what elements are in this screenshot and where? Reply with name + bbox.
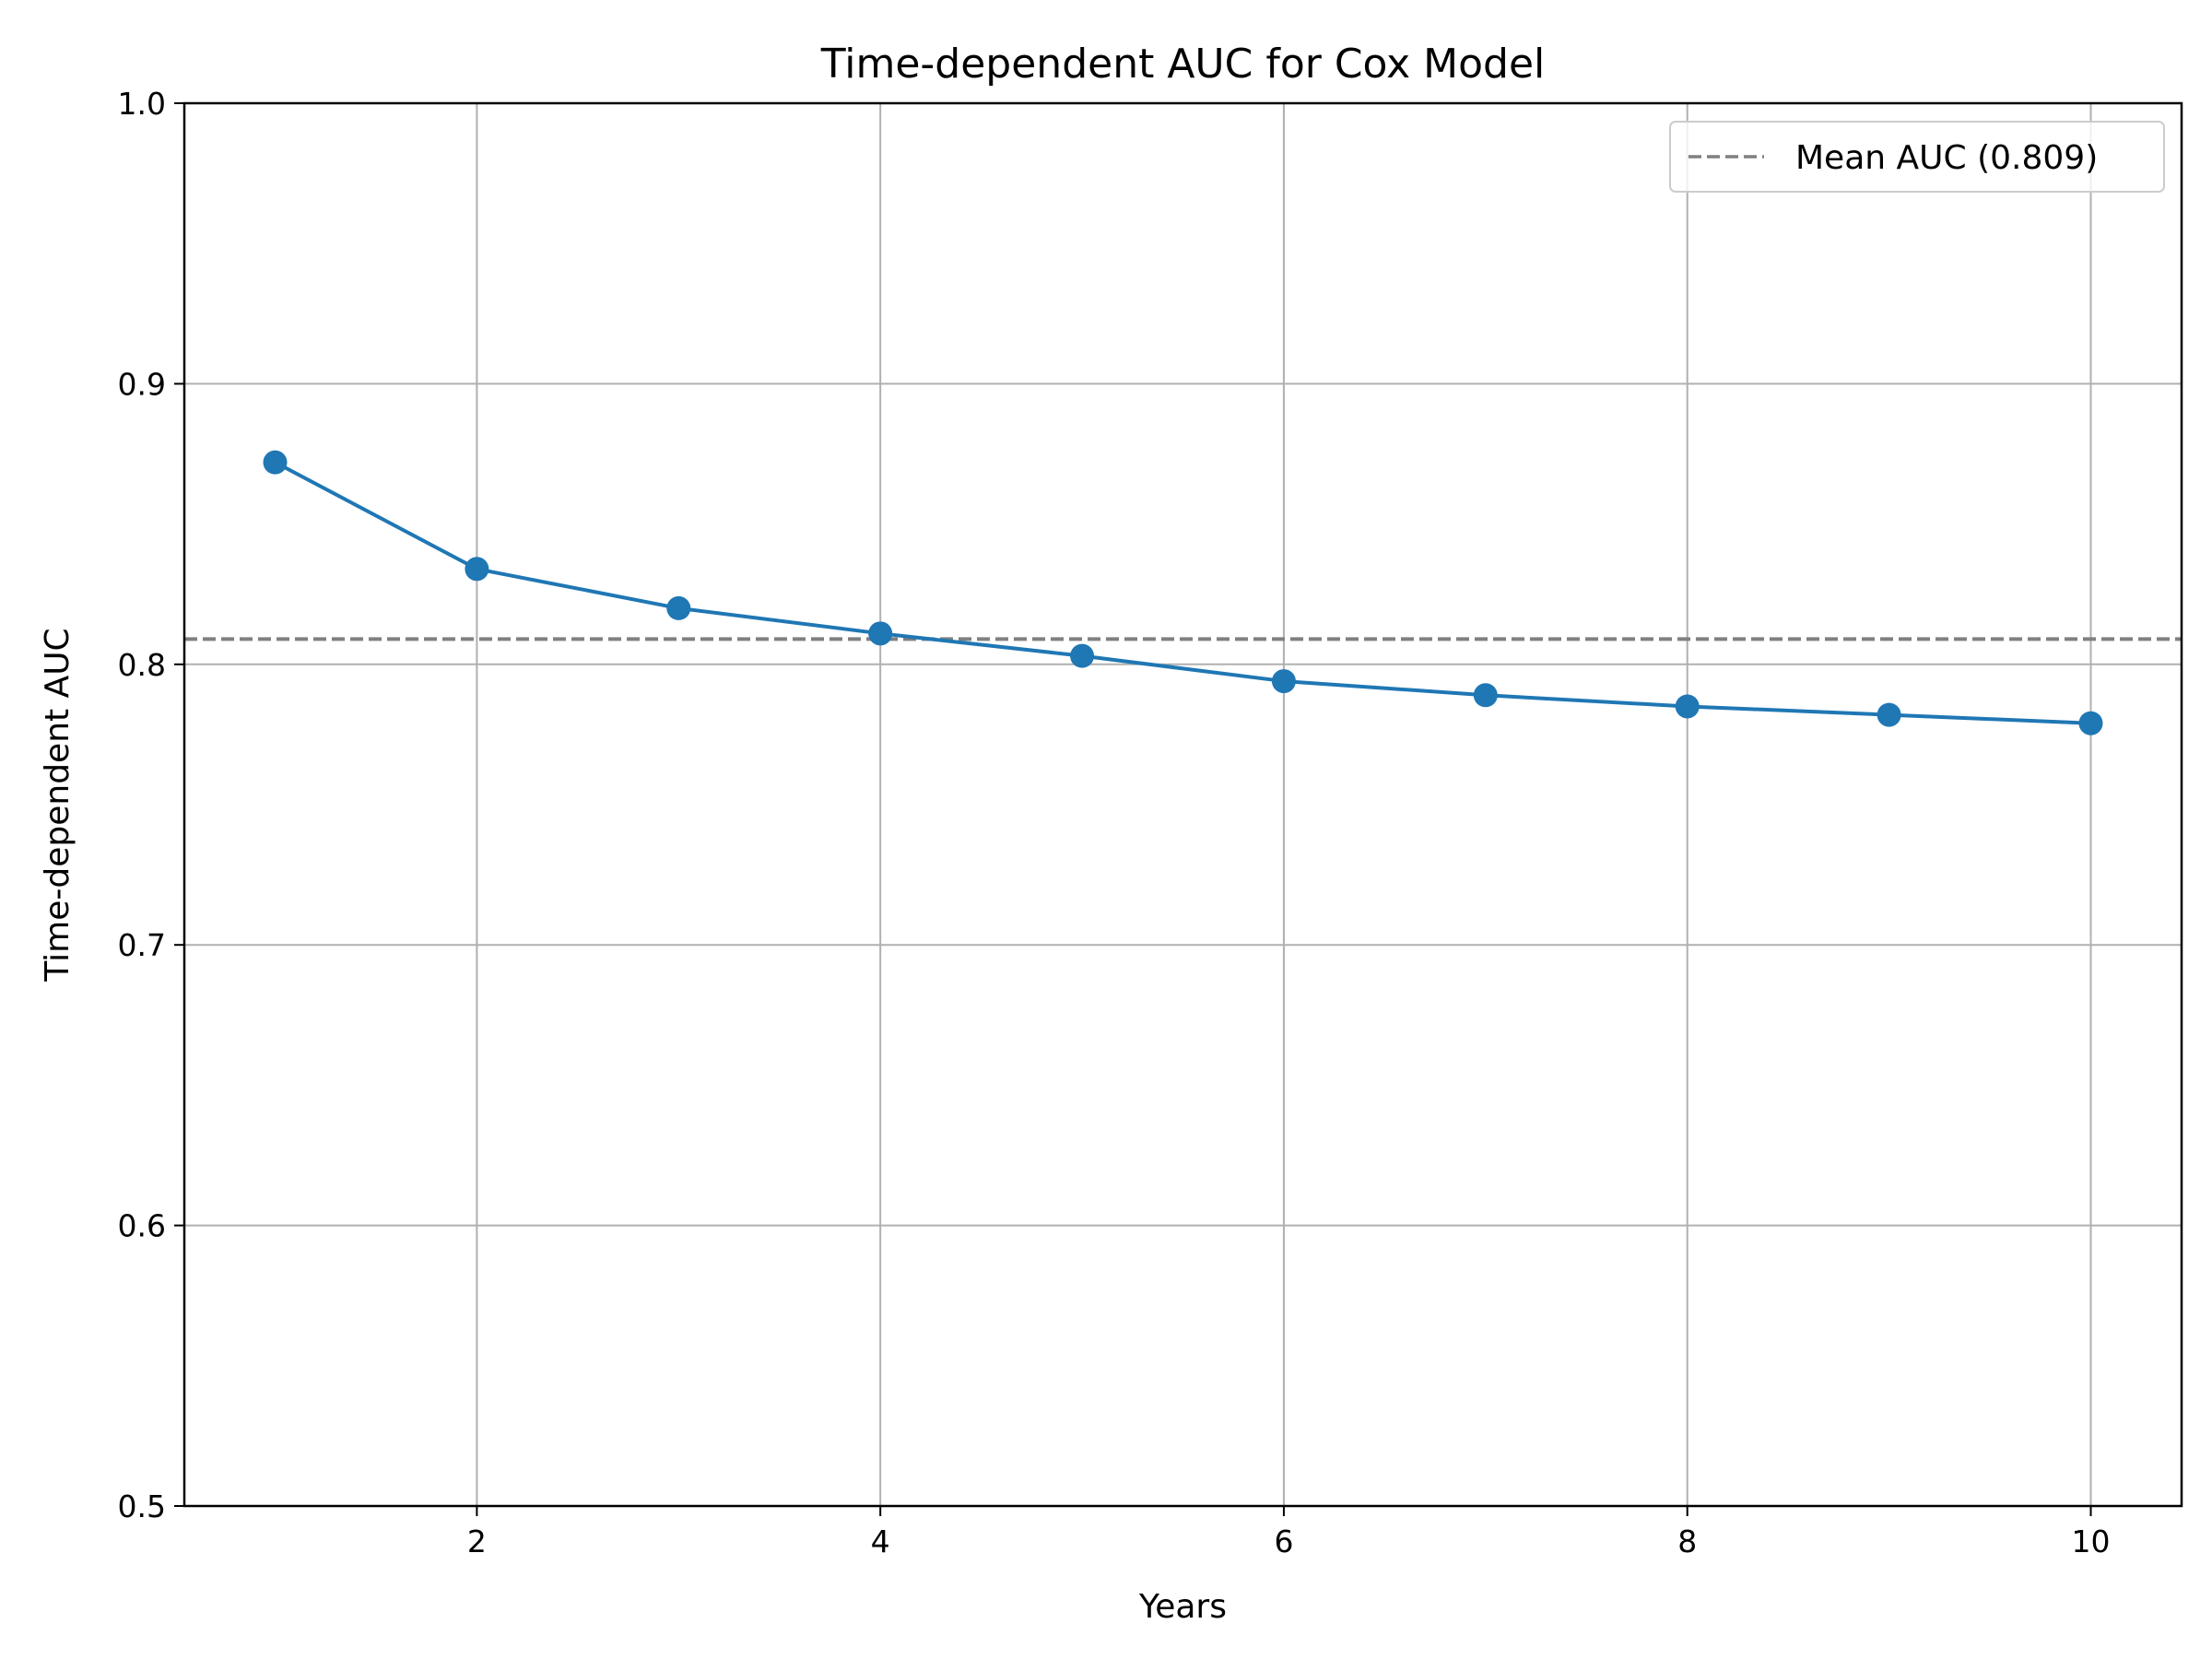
auc-data-point [1675,694,1700,719]
y-tick-label: 0.5 [118,1488,166,1524]
x-tick-label: 8 [1677,1524,1697,1559]
series [263,450,2103,735]
x-tick-label: 4 [871,1524,890,1559]
y-tick-label: 0.7 [118,927,166,963]
auc-data-point [868,621,893,646]
legend-label-mean-auc: Mean AUC (0.809) [1795,139,2098,177]
auc-data-point [1070,643,1095,668]
auc-data-point [465,557,489,582]
chart-title: Time-dependent AUC for Cox Model [820,41,1546,88]
auc-data-point [1877,702,1901,727]
ticks: 2 4 6 8 10 0.5 0.6 0.7 0.8 0.9 1.0 [118,86,2111,1559]
legend-box [1669,121,2165,193]
x-tick-label: 10 [2072,1524,2111,1559]
auc-data-point [263,450,288,475]
auc-data-point [1473,683,1498,708]
x-tick-label: 6 [1274,1524,1293,1559]
auc-series-line [274,460,2091,725]
legend: Mean AUC (0.809) [1669,121,2165,193]
x-axis-label: Years [1138,1588,1227,1626]
y-axis-label: Time-dependent AUC [39,628,76,982]
y-tick-label: 0.6 [118,1208,166,1244]
x-tick-label: 2 [467,1524,487,1559]
auc-data-point [666,595,691,620]
y-tick-label: 1.0 [118,86,166,122]
y-tick-label: 0.9 [118,366,166,402]
y-tick-label: 0.8 [118,647,166,683]
auc-data-point [1271,669,1296,694]
plot-frame [182,101,2183,1508]
auc-data-point [2078,711,2103,735]
